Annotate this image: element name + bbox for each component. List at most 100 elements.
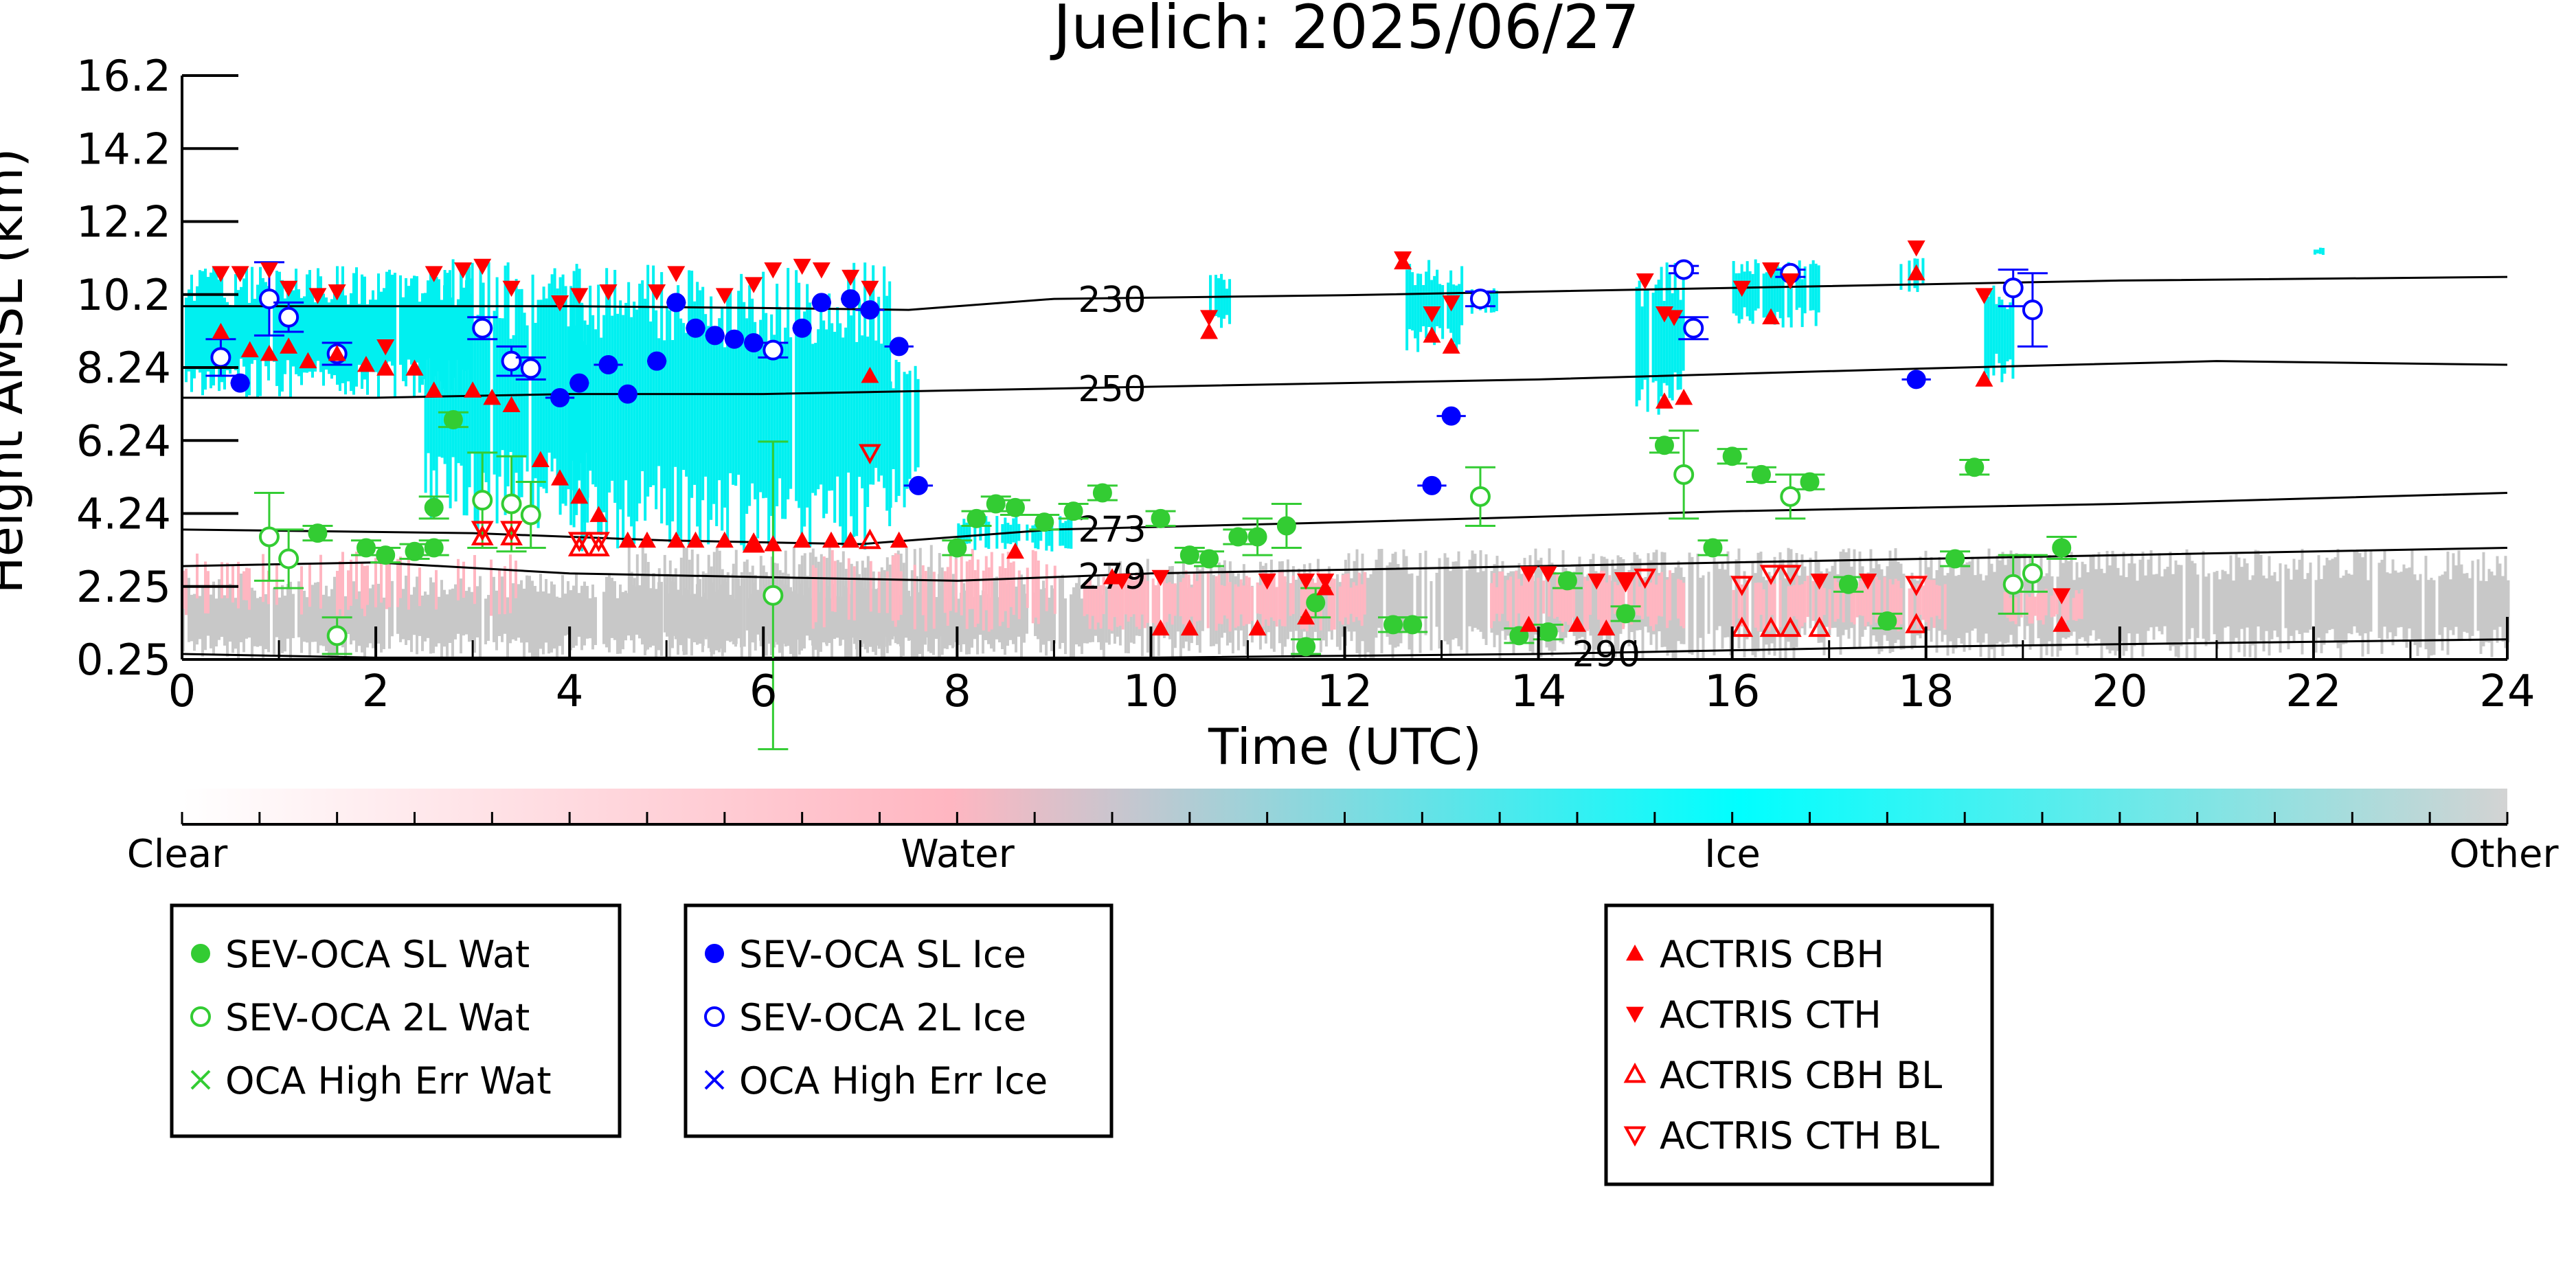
data-point: [1228, 527, 1248, 547]
other-class-region: [1366, 578, 1370, 653]
ice-class-region: [256, 284, 259, 398]
ice-class-region: [795, 270, 798, 501]
other-class-region: [2268, 556, 2271, 656]
other-class-region: [2290, 579, 2293, 636]
water-class-region: [1553, 587, 1557, 619]
water-class-region: [396, 558, 399, 607]
data-point: [793, 258, 811, 275]
ice-class-region: [1798, 260, 1801, 308]
other-class-region: [2155, 574, 2158, 627]
water-class-region: [1517, 578, 1521, 613]
data-point: [472, 317, 493, 339]
other-class-region: [740, 572, 743, 659]
other-class-region: [1020, 574, 1023, 659]
other-class-region: [1644, 576, 1647, 627]
water-class-region: [1261, 569, 1265, 627]
other-class-region: [473, 574, 476, 653]
other-class-region: [2383, 550, 2386, 627]
ice-class-region: [352, 273, 355, 395]
other-class-region: [1201, 567, 1204, 631]
ice-class-region: [905, 374, 909, 489]
water-class-region: [355, 551, 358, 600]
other-class-region: [1581, 567, 1584, 637]
data-point: [191, 944, 210, 963]
other-class-region: [795, 577, 798, 627]
water-class-region: [1556, 572, 1559, 618]
legend-label: SEV-OCA 2L Ice: [739, 996, 1026, 1039]
water-class-region: [1537, 578, 1540, 627]
ice-class-region: [1682, 275, 1685, 371]
ice-class-region: [1441, 284, 1445, 339]
data-point: [231, 266, 249, 282]
ice-class-region: [273, 299, 275, 362]
x-axis-label: Time (UTC): [1208, 718, 1482, 776]
water-class-region: [308, 563, 311, 607]
other-class-region: [2361, 557, 2364, 657]
legend-box: SEV-OCA SL Wat SEV-OCA 2L Wat OCA High Err…: [170, 903, 622, 1138]
data-point: [705, 326, 725, 346]
other-class-region: [2133, 563, 2136, 646]
data-point: [1113, 574, 1131, 590]
legend-item: ACTRIS CTH: [1626, 993, 1882, 1037]
ice-class-region: [600, 337, 603, 536]
other-class-region: [344, 596, 347, 657]
other-class-region: [413, 587, 416, 635]
water-class-region: [262, 554, 264, 602]
other-class-region: [1691, 556, 1694, 655]
water-class-region: [1921, 585, 1925, 620]
data-point: [1005, 497, 1025, 517]
water-class-region: [1855, 587, 1859, 618]
water-class-region: [990, 552, 993, 630]
water-class-region: [2031, 594, 2034, 624]
ice-class-region: [545, 298, 548, 493]
water-class-region: [1135, 574, 1138, 627]
ice-class-region: [759, 319, 762, 493]
data-point: [464, 381, 482, 398]
other-class-region: [1446, 557, 1449, 645]
ice-class-region: [806, 284, 809, 508]
other-class-region: [308, 588, 311, 657]
water-class-region: [1877, 580, 1881, 616]
water-class-region: [1143, 573, 1146, 629]
data-point: [599, 284, 618, 301]
data-point: [500, 521, 523, 541]
ice-class-region: [814, 343, 817, 496]
water-class-region: [1762, 589, 1765, 629]
water-class-region: [1198, 573, 1201, 621]
other-class-region: [2331, 558, 2334, 629]
other-class-region: [1998, 560, 2002, 642]
data-point: [1423, 306, 1441, 323]
water-class-region: [1162, 572, 1166, 627]
data-point: [1778, 565, 1802, 585]
other-class-region: [520, 580, 523, 643]
other-class-region: [1322, 588, 1325, 641]
other-class-region: [2166, 567, 2169, 645]
other-class-region: [2449, 579, 2452, 631]
water-class-region: [831, 550, 834, 611]
data-point: [424, 538, 444, 558]
ice-class-region: [682, 323, 686, 471]
other-class-region: [1231, 572, 1234, 654]
data-point: [1683, 317, 1704, 339]
other-class-region: [1324, 577, 1328, 647]
water-class-region: [267, 570, 270, 605]
ice-class-region: [471, 262, 474, 453]
ice-class-region: [418, 302, 421, 393]
water-class-region: [1085, 580, 1089, 615]
other-class-region: [1993, 572, 1996, 659]
water-class-region: [869, 561, 872, 612]
other-class-region: [1468, 559, 1471, 626]
other-class-region: [429, 577, 432, 654]
other-class-region: [2191, 561, 2194, 629]
other-class-region: [674, 568, 677, 640]
water-class-region: [1866, 576, 1870, 622]
water-class-region: [245, 567, 248, 600]
data-point: [986, 494, 1006, 514]
data-point: [1297, 574, 1315, 590]
data-point: [280, 337, 298, 354]
water-class-region: [2064, 592, 2067, 624]
ice-class-region: [1767, 273, 1771, 318]
data-point: [1557, 571, 1577, 591]
ice-class-region: [877, 297, 881, 482]
ice-class-region: [421, 293, 424, 385]
